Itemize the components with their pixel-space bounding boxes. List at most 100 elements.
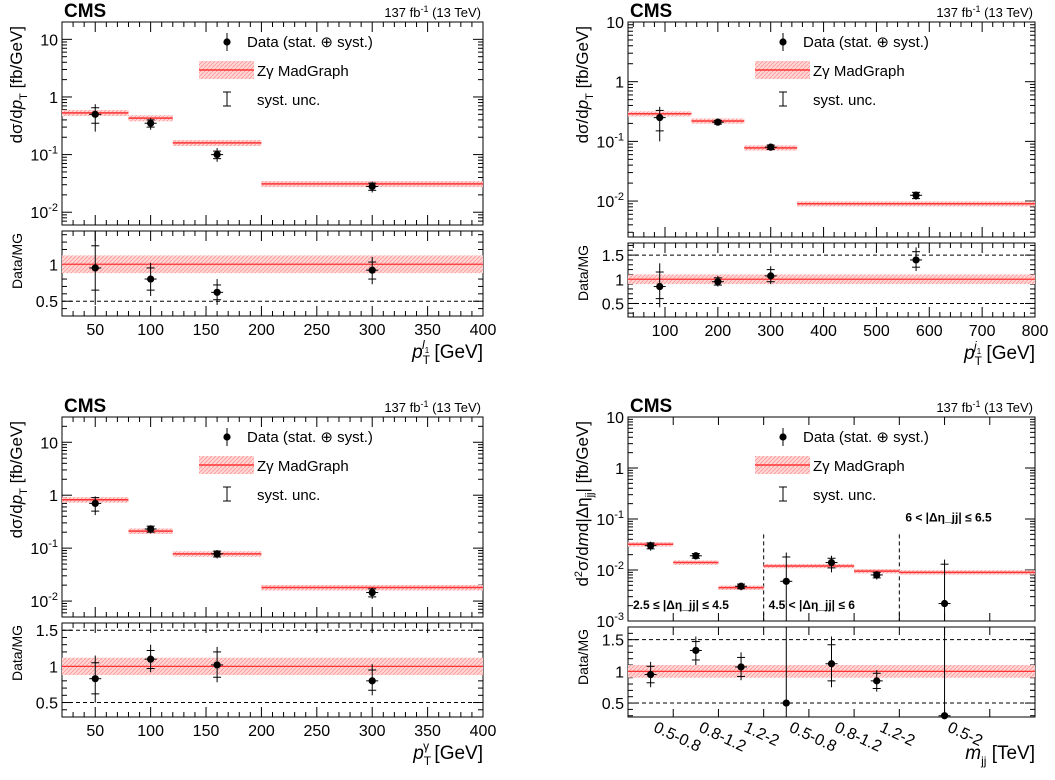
data-point (737, 582, 745, 590)
ratio-point (827, 660, 836, 668)
ratio-point (147, 275, 155, 283)
main-frame (627, 21, 1036, 238)
x-tick-label: 0.8-1.2 (832, 719, 884, 756)
y-tick-label: 10 (606, 15, 624, 32)
x-tick-label: 400 (810, 323, 837, 340)
x-tick-label: 250 (303, 723, 330, 740)
x-tick-label: 400 (470, 322, 497, 339)
x-tick-label: 300 (757, 323, 784, 340)
y-tick-label: 10-3 (596, 611, 624, 631)
ratio-point (873, 677, 881, 685)
x-tick-label: 150 (193, 322, 220, 339)
ratio-y-axis-label: Data/MG (575, 245, 591, 301)
ratio-tick-label: 0.5 (602, 296, 624, 313)
legend-mc-text: Zγ MadGraph (813, 63, 905, 80)
legend-syst-text: syst. unc. (813, 92, 876, 109)
x-tick-label: 200 (705, 323, 732, 340)
x-tick-label: 100 (137, 322, 164, 339)
y-axis-label: dσ/dpT [fb/GeV] (573, 26, 596, 143)
data-point (782, 577, 790, 585)
y-axis-label: dσ/dpT [fb/GeV] (7, 26, 30, 143)
y-tick-label: 10 (40, 435, 58, 452)
x-axis-label: mjj [TeV] (965, 743, 1035, 768)
ratio-point (368, 266, 376, 274)
data-point (827, 558, 836, 567)
lumi-label: 137 fb-1 (13 TeV) (936, 399, 1033, 415)
ratio-tick-label: 0.5 (602, 696, 624, 713)
x-tick-label: 350 (414, 322, 441, 339)
ratio-point (714, 278, 722, 286)
region-label: 6 < |Δη_jj| ≤ 6.5 (905, 510, 992, 524)
ratio-tick-label: 0.5 (36, 696, 58, 713)
legend-data-text: Data (stat. ⊕ syst.) (803, 34, 929, 51)
x-tick-label: 1.2-2 (877, 719, 917, 750)
data-point (91, 110, 99, 118)
ratio-y-axis-label: Data/MG (575, 629, 591, 685)
x-tick-label: 0.5-0.8 (651, 719, 703, 756)
ratio-point (368, 677, 376, 685)
x-tick-label: 700 (969, 323, 996, 340)
legend-mc-text: Zγ MadGraph (813, 458, 905, 475)
x-axis-label: pTj1 [GeV] (963, 339, 1035, 368)
ratio-tick-label: 1 (615, 272, 624, 289)
ratio-tick-label: 1.5 (36, 623, 58, 640)
panel-mjj: CMS 137 fb-1 (13 TeV) 10 1 10-1 10-2 10-3 1.5 1 0… (573, 396, 1036, 768)
lumi-label: 137 fb-1 (13 TeV) (384, 399, 481, 415)
y-tick-label: 10-2 (596, 560, 624, 580)
panel-pho: CMS 137 fb-1 (13 TeV) 10 1 10-1 10-2 1.5 1 0.5 50… (7, 396, 496, 768)
ratio-y-axis-label: Data/MG (9, 625, 25, 681)
cms-label: CMS (630, 1, 672, 22)
x-tick-label: 400 (470, 723, 497, 740)
x-tick-label: 100 (652, 323, 679, 340)
x-tick-label: 1.2-2 (741, 719, 781, 750)
ratio-frame (61, 230, 484, 317)
legend-data-text: Data (stat. ⊕ syst.) (247, 34, 373, 51)
y-tick-label: 10-2 (30, 591, 58, 611)
data-point (767, 143, 775, 151)
legend-data-text: Data (stat. ⊕ syst.) (247, 429, 373, 446)
ratio-point (213, 661, 221, 669)
x-tick-label: 300 (359, 723, 386, 740)
y-axis-label: d2σ/dmd|Δηjj| [fb/GeV] (573, 421, 596, 587)
data-point (147, 525, 155, 533)
panel-jet: CMS 137 fb-1 (13 TeV) 10 1 10-1 10-2 1.5 1 0.5 10… (573, 1, 1048, 368)
ratio-tick-label: 1 (615, 664, 624, 681)
x-tick-label: 200 (248, 723, 275, 740)
x-tick-label: 0.5-0.8 (787, 719, 839, 756)
ratio-tick-label: 1 (49, 257, 58, 274)
y-tick-label: 10-1 (30, 145, 58, 165)
y-tick-label: 10-1 (30, 538, 58, 558)
ratio-point (147, 655, 155, 663)
y-tick-label: 1 (615, 461, 624, 478)
ratio-y-axis-label: Data/MG (9, 233, 25, 289)
ratio-point (912, 256, 920, 264)
y-tick-label: 1 (615, 75, 624, 92)
ratio-tick-label: 1.5 (602, 248, 624, 265)
x-tick-label: 500 (863, 323, 890, 340)
ratio-point (213, 288, 221, 296)
region-label: 4.5 < |Δη_jj| ≤ 6 (769, 598, 856, 612)
ratio-tick-label: 0.5 (36, 294, 58, 311)
data-point (91, 499, 99, 507)
data-point (656, 114, 664, 122)
ratio-point (767, 272, 775, 280)
y-tick-label: 1 (49, 90, 58, 107)
data-point (873, 571, 881, 579)
x-tick-label: 800 (1022, 323, 1049, 340)
data-point (912, 191, 920, 199)
legend-mc-text: Zγ MadGraph (257, 63, 349, 80)
legend-syst-text: syst. unc. (813, 487, 876, 504)
y-tick-label: 10 (606, 410, 624, 427)
x-tick-label: 100 (137, 723, 164, 740)
lumi-label: 137 fb-1 (13 TeV) (936, 4, 1033, 20)
y-tick-label: 10-1 (596, 131, 624, 151)
x-tick-label: 150 (193, 723, 220, 740)
ratio-point (692, 646, 700, 655)
legend-syst-text: syst. unc. (257, 92, 320, 109)
data-point (940, 599, 949, 608)
data-point (368, 182, 376, 191)
x-tick-label: 300 (359, 322, 386, 339)
x-axis-label: pTl1 [GeV] (411, 338, 483, 367)
x-tick-label: 350 (414, 723, 441, 740)
